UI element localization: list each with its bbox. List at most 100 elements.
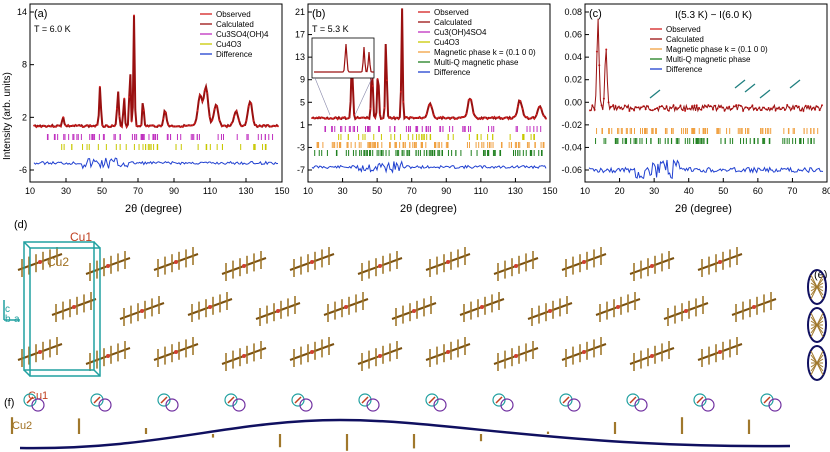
arrow-marker (649, 89, 661, 99)
x-tick-label: 70 (133, 186, 143, 196)
cu1-site (310, 260, 314, 264)
observed-point (72, 124, 74, 127)
spin-chain (187, 292, 233, 322)
observed-point (42, 124, 45, 127)
cu1-site (616, 305, 620, 309)
observed-point (404, 116, 407, 118)
spin-ellipse (807, 345, 827, 381)
cu1-circle-a (559, 393, 573, 407)
x-tick-label: 30 (649, 186, 659, 196)
panel-c: (c) I(5.3 K) − I(6.0 K) 2θ (degree) 0.08… (561, 3, 830, 215)
observed-point (484, 116, 487, 119)
legend-entry: Multi-Q magnetic phase (666, 55, 751, 64)
observed-point (152, 124, 155, 127)
cu1-site (72, 305, 76, 309)
legend-entry: Calculated (434, 18, 472, 27)
x-tick-label: 10 (25, 186, 35, 196)
x-tick-label: 150 (542, 186, 557, 196)
cu1-site (140, 309, 144, 313)
observed-point (402, 101, 405, 103)
observed-point (456, 117, 458, 120)
observed-point (242, 124, 245, 127)
y-tick-label: 0.02 (564, 75, 582, 85)
observed-point (172, 125, 174, 128)
y-tick-label: 21 (295, 7, 305, 17)
observed-point (313, 117, 316, 120)
observed-point (59, 125, 62, 128)
x-tick-label: 90 (169, 186, 179, 196)
observed-point (159, 125, 162, 128)
observed-point (435, 117, 437, 120)
cu1-site (106, 264, 110, 268)
spin-chain (85, 341, 131, 371)
observed-point (425, 113, 428, 116)
spin-chain (425, 247, 471, 277)
observed-point (257, 125, 260, 128)
observed-point (177, 125, 179, 128)
legend-entry: Magnetic phase k = (0.1 0 0) (666, 45, 768, 54)
cu1-circle-a (492, 393, 506, 407)
observed-point (383, 106, 386, 109)
cu1-spin (294, 396, 302, 404)
y-tick-label: -6 (19, 165, 27, 175)
observed-point (318, 116, 320, 119)
cu1-site (344, 305, 348, 309)
cu1-site (480, 305, 484, 309)
observed-point (465, 112, 468, 115)
observed-point (52, 125, 55, 128)
cu1-site (582, 260, 586, 264)
cu1-circle-b (31, 398, 45, 412)
spin-chain (289, 337, 335, 367)
cu1-site (106, 354, 110, 358)
spin-chain (459, 292, 505, 322)
ellipse-spin (810, 350, 824, 376)
observed-point (133, 14, 135, 17)
panel-b-frame (307, 3, 551, 183)
observed-point (37, 125, 40, 128)
observed-point (235, 110, 238, 112)
spin-chain (561, 337, 607, 367)
cu1-spin (495, 396, 503, 404)
cu1-site (276, 309, 280, 313)
observed-point (460, 116, 463, 118)
panel-c-xlabel: 2θ (degree) (675, 203, 732, 215)
cu1-circle-a (157, 393, 171, 407)
spin-chain (731, 292, 777, 322)
cu1-spin (763, 396, 771, 404)
observed-point (453, 118, 456, 120)
label-f-cu1: Cu1 (28, 390, 48, 402)
observed-point (269, 125, 272, 128)
observed-point (260, 125, 262, 128)
observed-point (67, 124, 70, 127)
observed-point (250, 102, 253, 105)
observed-point (245, 120, 248, 122)
observed-point (545, 117, 547, 120)
observed-point (346, 117, 348, 120)
cu1-circle-a (626, 393, 640, 407)
observed-point (367, 117, 370, 120)
observed-point (213, 108, 216, 110)
observed-point (157, 124, 160, 127)
observed-point (362, 116, 365, 119)
observed-point (167, 123, 170, 126)
y-tick-label: -3 (297, 142, 305, 152)
observed-point (277, 125, 279, 128)
x-tick-label: 130 (238, 186, 253, 196)
cu1-circle-a (693, 393, 707, 407)
observed-point (437, 116, 440, 119)
y-tick-label: 14 (17, 7, 27, 17)
observed-point (488, 117, 491, 119)
observed-point (252, 119, 255, 122)
observed-point (120, 125, 123, 128)
observed-point (449, 118, 451, 120)
observed-point (470, 98, 473, 101)
observed-point (40, 126, 43, 128)
observed-point (369, 107, 372, 110)
observed-point (208, 115, 211, 118)
cu1-site (650, 264, 654, 268)
cu1-circle-a (23, 393, 37, 407)
observed-point (348, 116, 351, 119)
cu1-site (684, 309, 688, 313)
observed-point (381, 117, 384, 120)
